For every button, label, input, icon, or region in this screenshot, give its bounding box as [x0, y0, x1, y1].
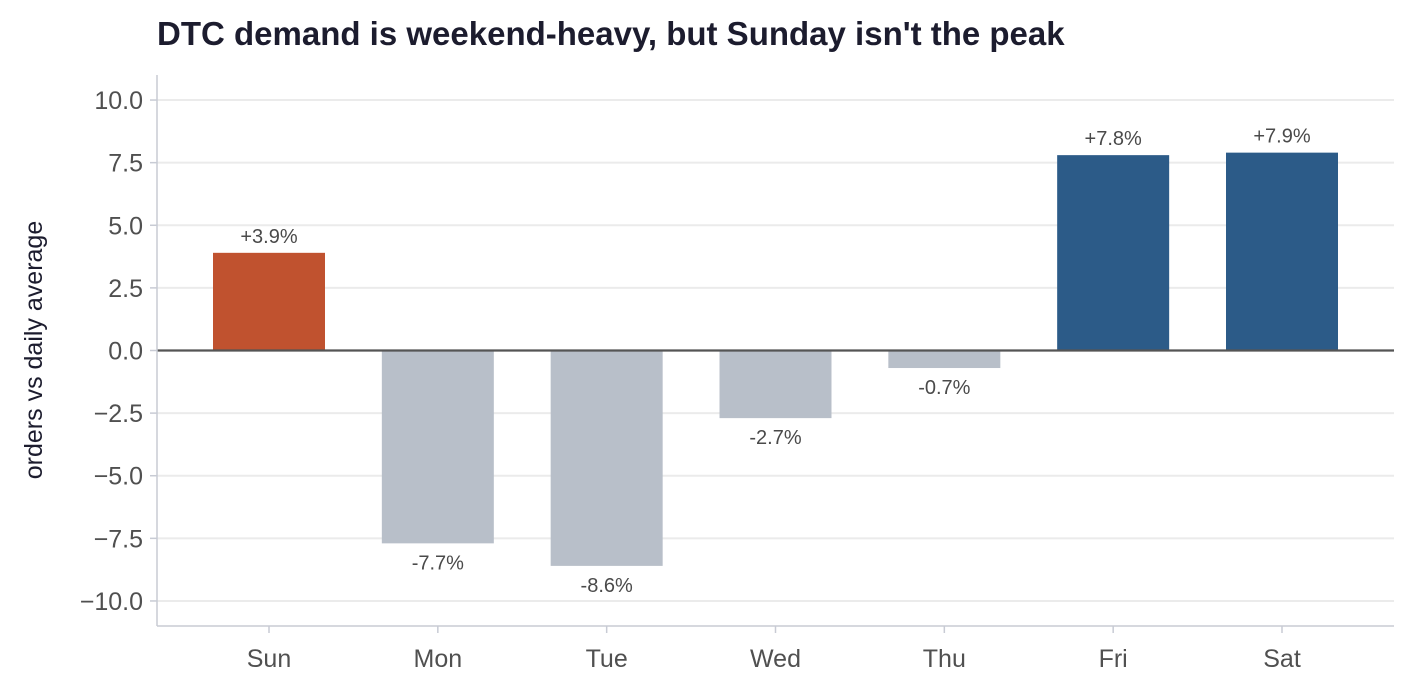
labels: 10.0 7.5 5.0 2.5 0.0 −2.5 −5.0 −7.5 −10.0 +3.9% Su… [80, 87, 1311, 673]
bar-thu [888, 350, 1001, 369]
x-tick-label: Mon [414, 645, 463, 673]
bars [213, 152, 1338, 566]
y-axis-title: orders vs daily average [20, 221, 48, 479]
x-tick-label: Fri [1099, 645, 1128, 673]
data-label: -2.7% [749, 427, 801, 449]
axes [150, 75, 1394, 633]
bar-fri [1057, 155, 1170, 351]
data-label: +7.9% [1253, 126, 1310, 148]
x-tick-label: Wed [750, 645, 801, 673]
bar-wed [719, 350, 832, 419]
data-label: +3.9% [240, 226, 297, 248]
x-tick-label: Sat [1263, 645, 1301, 673]
y-tick-label: 2.5 [108, 275, 143, 303]
data-label: -0.7% [918, 377, 970, 399]
y-tick-label: −5.0 [94, 463, 143, 491]
x-tick-label: Thu [923, 645, 966, 673]
y-tick-label: 5.0 [108, 212, 143, 240]
chart-title: DTC demand is weekend-heavy, but Sunday … [157, 15, 1065, 52]
x-tick-label: Tue [586, 645, 628, 673]
bar-sun [213, 252, 325, 351]
y-tick-label: −10.0 [80, 588, 143, 616]
y-tick-label: 10.0 [94, 87, 143, 115]
data-label: -7.7% [412, 552, 464, 574]
x-tick-label: Sun [247, 645, 291, 673]
y-tick-label: 7.5 [108, 150, 143, 178]
bar-sat [1226, 152, 1338, 351]
data-label: +7.8% [1085, 128, 1142, 150]
data-label: -8.6% [581, 575, 633, 597]
y-tick-label: −2.5 [94, 400, 143, 428]
bar-tue [550, 350, 663, 566]
y-tick-label: 0.0 [108, 338, 143, 366]
gridlines [157, 99, 1394, 602]
y-tick-label: −7.5 [94, 525, 143, 553]
bar-mon [381, 350, 494, 544]
